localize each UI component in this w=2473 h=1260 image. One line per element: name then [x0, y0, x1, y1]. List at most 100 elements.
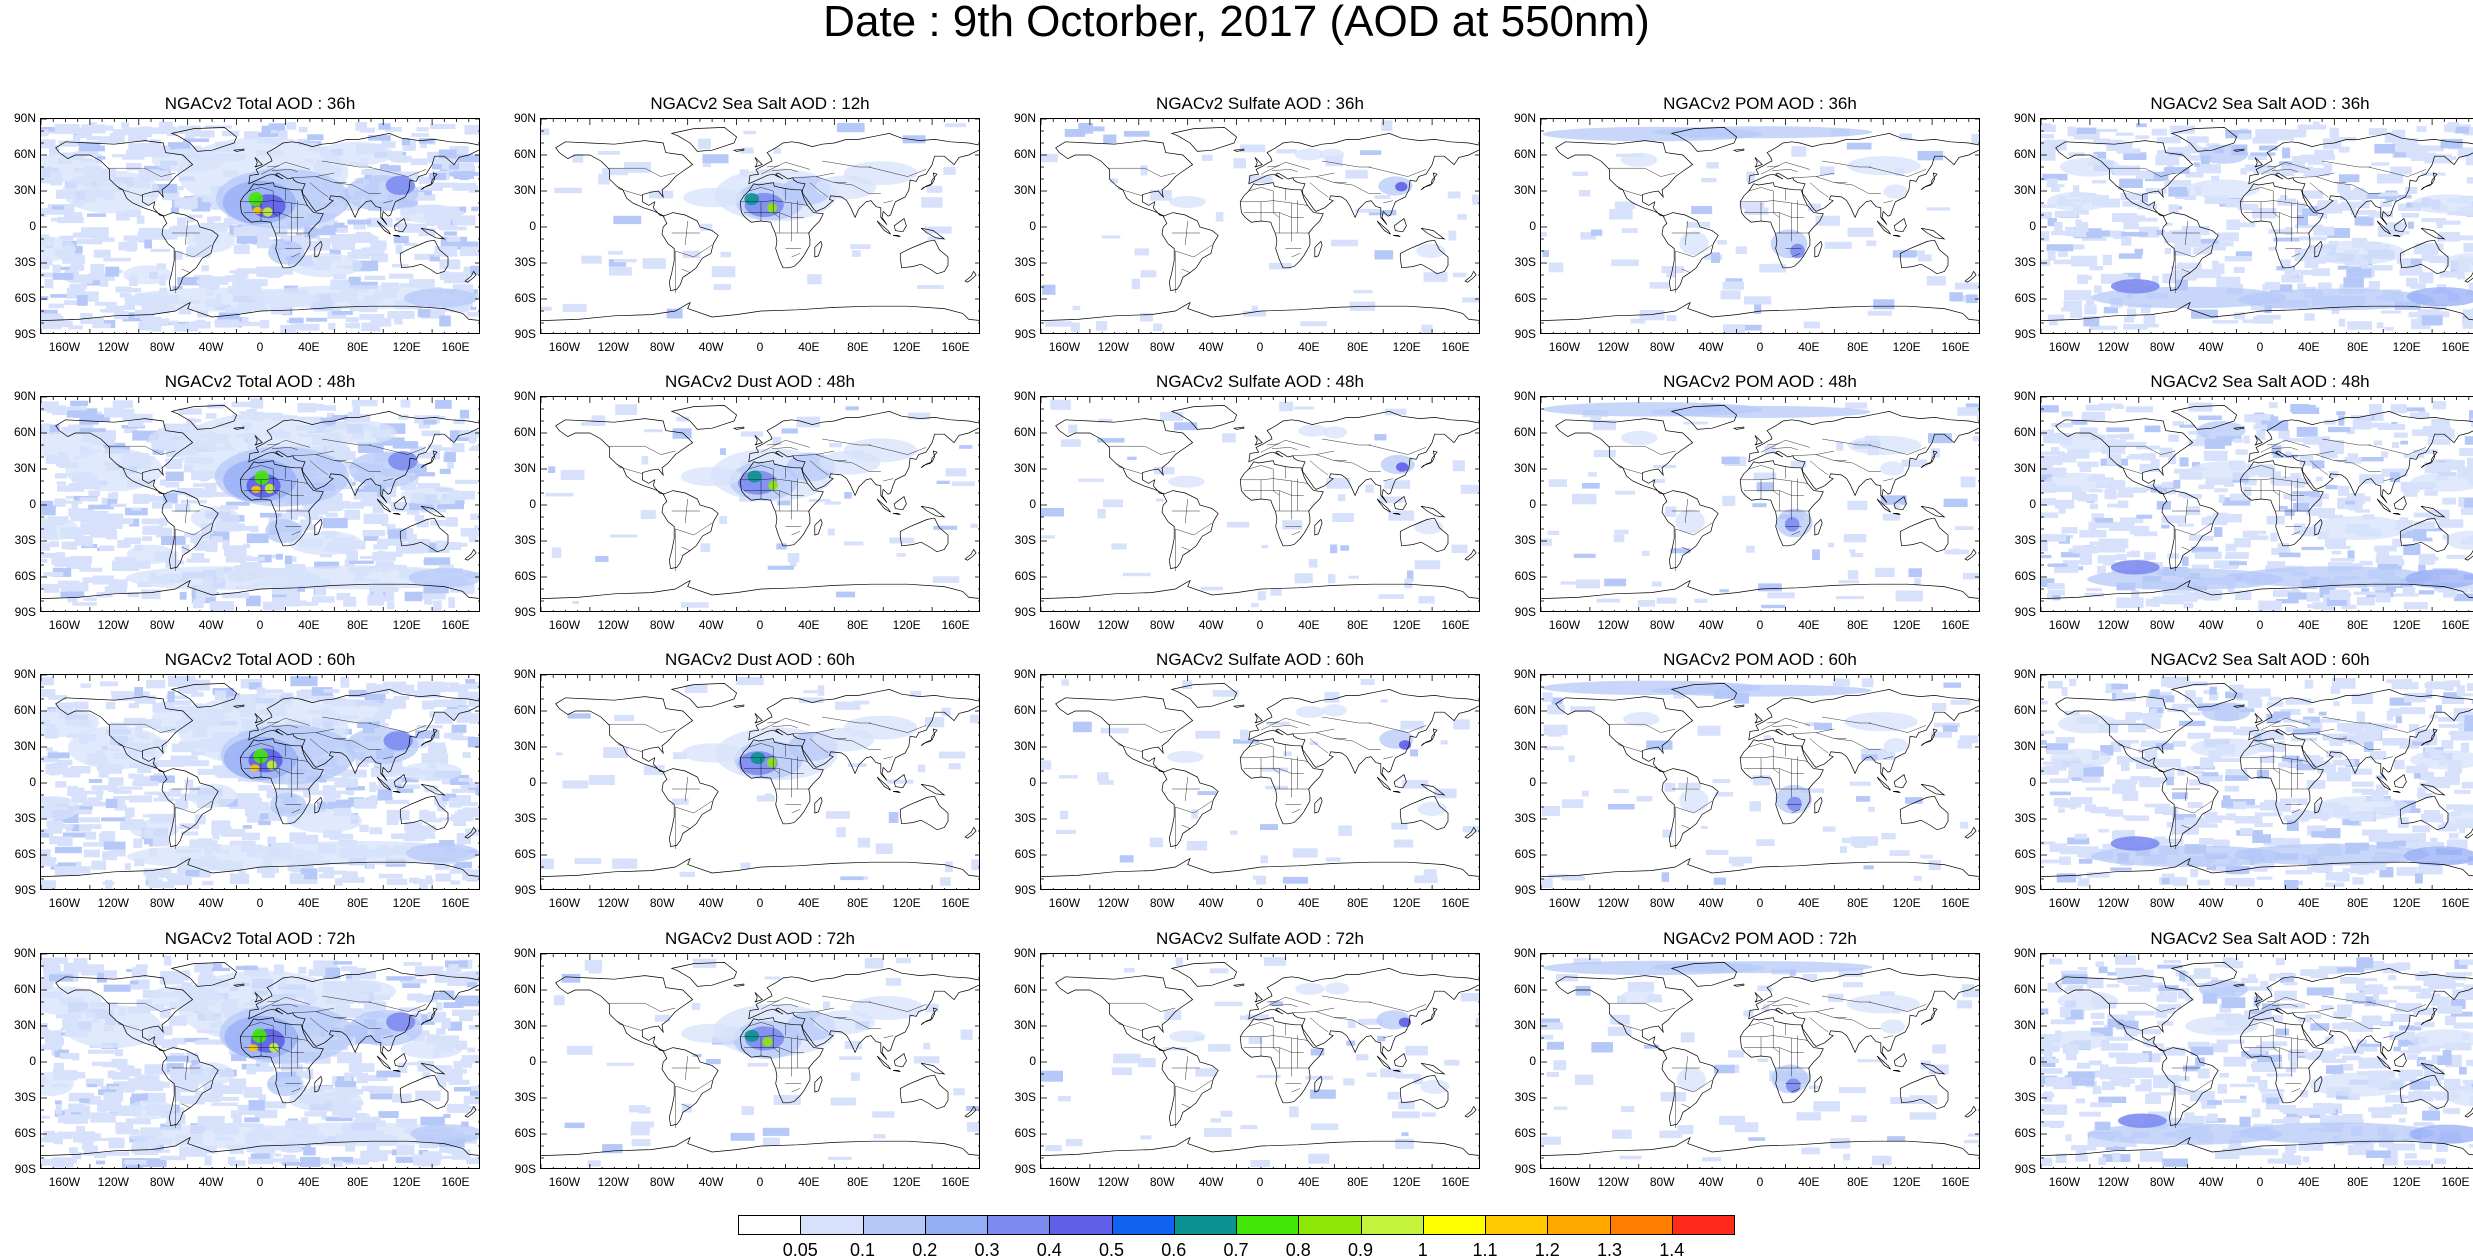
aod-cell	[2049, 791, 2071, 796]
aod-cell	[353, 491, 378, 500]
map-panel-sulfate: NGACv2 Sulfate AOD : 48h 90N 60N 30N 0 30S 60S…	[1014, 372, 1480, 644]
aod-cell	[2324, 419, 2336, 425]
aod-cell	[2041, 231, 2050, 242]
lat-tick-label: 60S	[1014, 569, 1036, 583]
aod-cell	[682, 250, 701, 259]
country-border	[1181, 824, 1191, 829]
aod-cell	[2277, 543, 2289, 550]
aod-cell	[2424, 682, 2433, 689]
aod-cell	[69, 264, 85, 271]
aod-cell	[2446, 839, 2468, 850]
aod-cell	[2139, 463, 2160, 473]
aod-cell	[1064, 129, 1086, 137]
country-border	[1740, 756, 1808, 762]
map-canvas	[1041, 675, 1479, 889]
aod-cell	[57, 836, 73, 846]
aod-cell	[229, 801, 252, 809]
lon-tick-label: 80W	[149, 896, 175, 910]
country-border	[681, 268, 691, 273]
aod-plume	[1417, 801, 1447, 817]
aod-cell	[241, 240, 248, 249]
aod-cell	[91, 785, 118, 791]
aod-cell	[98, 768, 109, 778]
aod-cell	[349, 560, 374, 564]
aod-cell	[139, 1158, 167, 1168]
country-border	[1791, 253, 1801, 258]
aod-cell	[111, 693, 138, 701]
country-border	[1368, 722, 1427, 733]
coastline	[899, 517, 949, 553]
lat-tick-label: 0	[1529, 497, 1536, 511]
lon-tick-label: 120E	[1392, 896, 1421, 910]
aod-cell	[2084, 592, 2105, 597]
aod-field	[2041, 676, 2473, 889]
aod-cell	[2196, 164, 2221, 174]
aod-cell	[1548, 479, 1567, 487]
aod-cell	[2263, 799, 2278, 810]
aod-cell	[2161, 481, 2175, 488]
panel-title: NGACv2 Total AOD : 60h	[164, 650, 356, 669]
aod-cell	[2416, 243, 2444, 250]
country-border	[1315, 454, 1353, 464]
lat-tick-label: 60N	[513, 703, 536, 717]
aod-cell	[144, 1064, 172, 1075]
aod-cell	[2198, 484, 2215, 490]
aod-cell	[2155, 743, 2174, 750]
aod-cell	[2368, 281, 2380, 292]
aod-cell	[185, 870, 200, 877]
aod-cell	[2307, 722, 2323, 731]
lat-tick-label: 60S	[1514, 291, 1536, 305]
world-map	[1040, 118, 1480, 334]
lat-tick-label: 30N	[13, 739, 36, 753]
aod-cell	[2393, 432, 2408, 438]
aod-cell	[2356, 596, 2375, 606]
aod-cell	[187, 559, 209, 563]
map-panel-pom: NGACv2 POM AOD : 60h 90N 60N 30N 0 30S 60S 90S 1…	[1514, 650, 1980, 922]
aod-cell	[1182, 680, 1193, 689]
aod-cell	[2436, 220, 2461, 225]
lat-tick-label: 30S	[514, 811, 536, 825]
antarctica-coastline	[541, 857, 979, 877]
aod-cell	[41, 880, 57, 889]
country-border	[2291, 531, 2301, 536]
aod-cell	[72, 134, 80, 143]
aod-cell	[2299, 455, 2314, 466]
aod-cell	[2121, 434, 2133, 440]
aod-cell	[104, 407, 126, 418]
aod-cell	[236, 793, 260, 800]
aod-cell	[1248, 175, 1273, 184]
aod-cell	[2339, 284, 2364, 294]
aod-cell	[2271, 445, 2282, 455]
aod-cell	[2413, 449, 2438, 455]
aod-cell	[2296, 497, 2323, 508]
aod-cell	[2338, 415, 2345, 426]
aod-cell	[243, 1087, 263, 1098]
aod-cell	[787, 553, 800, 563]
country-border	[1815, 176, 1853, 186]
aod-plume	[251, 485, 262, 493]
aod-cell	[74, 701, 89, 710]
aod-cell	[192, 418, 201, 423]
country-border	[1883, 200, 1894, 204]
aod-plume	[408, 568, 479, 588]
aod-cell	[404, 821, 423, 830]
aod-cell	[2399, 839, 2422, 848]
aod-cell	[105, 701, 116, 710]
aod-cell	[2287, 269, 2308, 273]
aod-cell	[2189, 534, 2202, 540]
country-border	[2185, 776, 2188, 802]
aod-cell	[190, 224, 204, 234]
lon-tick-label: 40E	[1798, 340, 1820, 354]
coastline	[232, 426, 245, 430]
aod-cell	[287, 865, 295, 872]
aod-cell	[152, 702, 174, 713]
aod-cell	[2260, 755, 2276, 763]
aod-cell	[2047, 250, 2056, 261]
aod-cell	[83, 1099, 104, 1105]
aod-cell	[2410, 258, 2422, 265]
aod-cell	[2468, 282, 2473, 294]
aod-cell	[612, 858, 638, 869]
aod-cell	[1972, 436, 1979, 442]
aod-cell	[380, 486, 397, 498]
aod-cell	[1899, 133, 1912, 141]
